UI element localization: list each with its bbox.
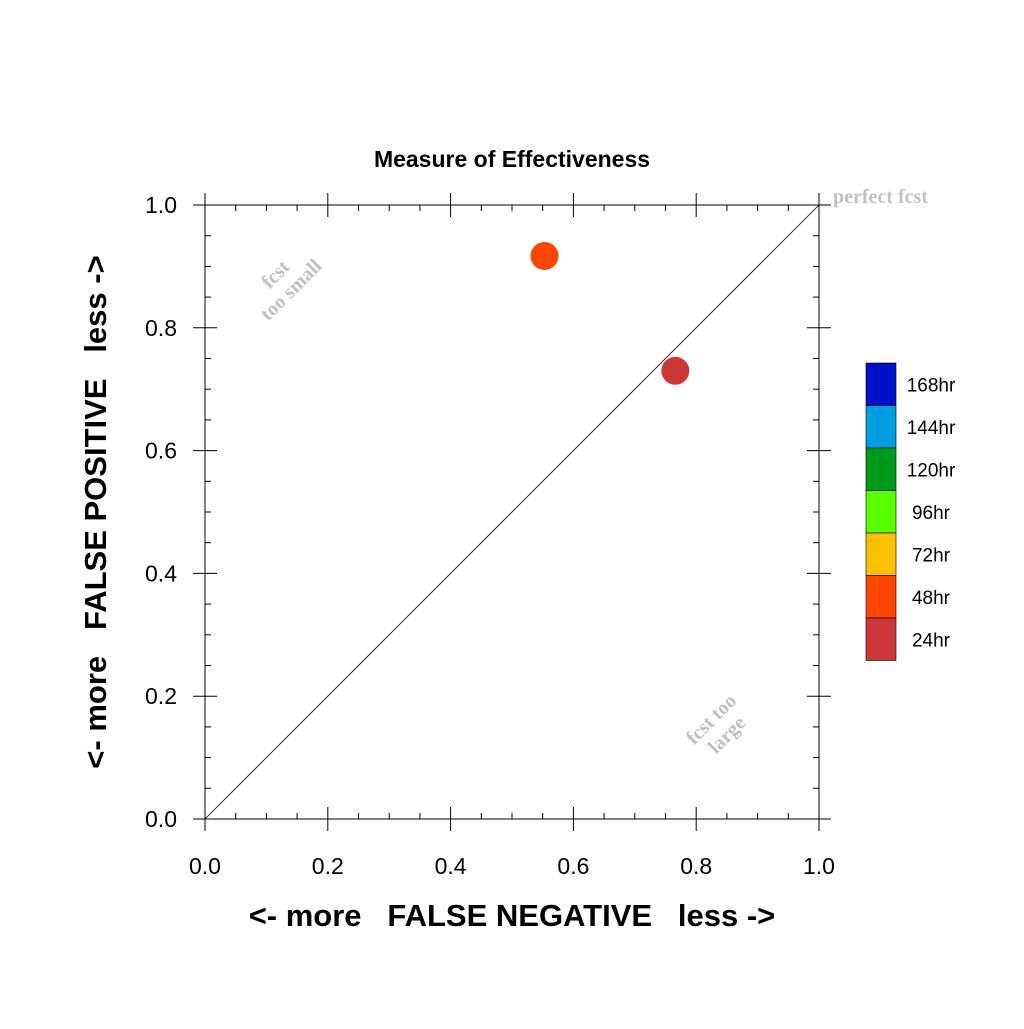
x-tick-label: 0.6 bbox=[557, 853, 589, 879]
chart-title: Measure of Effectiveness bbox=[374, 146, 650, 172]
legend-label-48hr: 48hr bbox=[912, 588, 951, 609]
y-tick-label: 0.6 bbox=[145, 438, 177, 464]
legend-label-72hr: 72hr bbox=[912, 545, 951, 566]
annotation-too-small: fcst too small bbox=[256, 255, 326, 325]
x-tick-label: 0.2 bbox=[312, 853, 344, 879]
plot-area: 0.0 0.2 0.4 0.6 0.8 1.0 0.0 0.2 0.4 0.6 0.8 1.0 bbox=[145, 192, 835, 879]
legend-swatch-144hr bbox=[865, 405, 897, 449]
y-tick-label: 0.0 bbox=[145, 806, 177, 832]
x-tick-label: 1.0 bbox=[803, 853, 835, 879]
legend-swatch-120hr bbox=[865, 447, 897, 491]
legend-label-120hr: 120hr bbox=[907, 460, 956, 481]
legend-label-168hr: 168hr bbox=[907, 375, 956, 396]
y-tick-label: 0.2 bbox=[145, 683, 177, 709]
y-axis-label: <- more FALSE POSITIVE less -> bbox=[78, 255, 113, 768]
x-tick-label: 0.0 bbox=[189, 853, 221, 879]
legend: 168hr 144hr 120hr 96hr 72hr 48hr 24hr bbox=[865, 362, 956, 661]
legend-label-24hr: 24hr bbox=[912, 630, 951, 651]
diagonal-reference-line bbox=[204, 204, 820, 820]
legend-swatch-24hr bbox=[865, 617, 897, 661]
x-axis-label: <- more FALSE NEGATIVE less -> bbox=[249, 898, 776, 933]
legend-swatch-96hr bbox=[865, 490, 897, 534]
y-tick-label: 0.8 bbox=[145, 315, 177, 341]
x-tick-label: 0.8 bbox=[680, 853, 712, 879]
y-tick-label: 0.4 bbox=[145, 560, 177, 586]
data-point-48hr bbox=[530, 241, 559, 270]
x-tick-label: 0.4 bbox=[435, 853, 467, 879]
legend-label-96hr: 96hr bbox=[912, 503, 951, 524]
legend-swatch-72hr bbox=[865, 532, 897, 576]
legend-label-144hr: 144hr bbox=[907, 418, 956, 439]
annotation-perfect-fcst: perfect fcst bbox=[833, 186, 928, 208]
y-tick-label: 1.0 bbox=[145, 192, 177, 218]
data-point-24hr bbox=[661, 356, 690, 385]
legend-swatch-48hr bbox=[865, 575, 897, 619]
legend-swatch-168hr bbox=[865, 362, 897, 406]
annotation-too-large: fcst too large bbox=[682, 690, 750, 758]
annotation-too-small-line2: too small bbox=[256, 255, 326, 325]
